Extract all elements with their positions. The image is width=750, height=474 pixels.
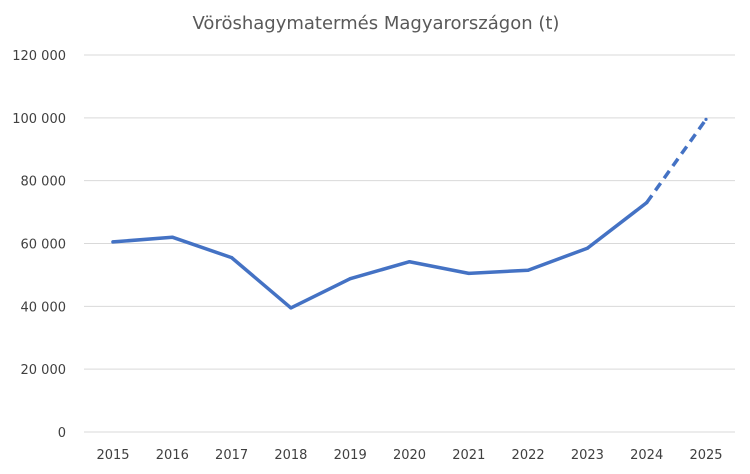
data-point: [230, 256, 234, 260]
data-point: [467, 271, 471, 275]
series-line: [111, 200, 649, 310]
data-point: [407, 260, 412, 264]
x-tick-label: 2024: [630, 448, 663, 463]
x-tick-label: 2023: [571, 448, 604, 463]
x-tick-label: 2020: [393, 448, 426, 463]
y-tick-label: 0: [58, 426, 66, 441]
data-point: [526, 268, 530, 272]
x-tick-label: 2019: [334, 448, 367, 463]
y-tick-label: 40 000: [21, 300, 67, 315]
series-layer: [111, 117, 708, 310]
data-point: [111, 240, 115, 244]
x-tick-label: 2016: [156, 448, 189, 463]
gridlines: [84, 54, 735, 433]
data-point: [645, 201, 649, 205]
data-point: [585, 246, 590, 250]
data-point: [289, 306, 293, 310]
x-tick-label: 2015: [96, 448, 129, 463]
y-tick-label: 120 000: [12, 49, 66, 64]
x-tick-label: 2021: [452, 448, 485, 463]
y-tick-label: 60 000: [21, 238, 67, 253]
y-tick-label: 80 000: [21, 175, 67, 190]
x-tick-label: 2025: [689, 448, 722, 463]
x-axis-tick-labels: 2015 2016 2017 2018 2019 2020 2021 2022 2023 2024…: [96, 448, 722, 463]
x-tick-label: 2018: [274, 448, 307, 463]
y-tick-label: 20 000: [21, 363, 67, 378]
series-line-forecast: [645, 118, 708, 204]
y-tick-label: 100 000: [12, 112, 66, 127]
y-axis-tick-labels: 0 20 000 40 000 60 000 80 000 100 000 120 000: [12, 49, 66, 441]
data-point: [348, 277, 352, 281]
data-point: [704, 117, 708, 122]
chart-title: Vöröshagymatermés Magyarországon (t): [193, 13, 560, 34]
data-point: [170, 235, 174, 239]
x-tick-label: 2022: [512, 448, 545, 463]
x-tick-label: 2017: [215, 448, 248, 463]
